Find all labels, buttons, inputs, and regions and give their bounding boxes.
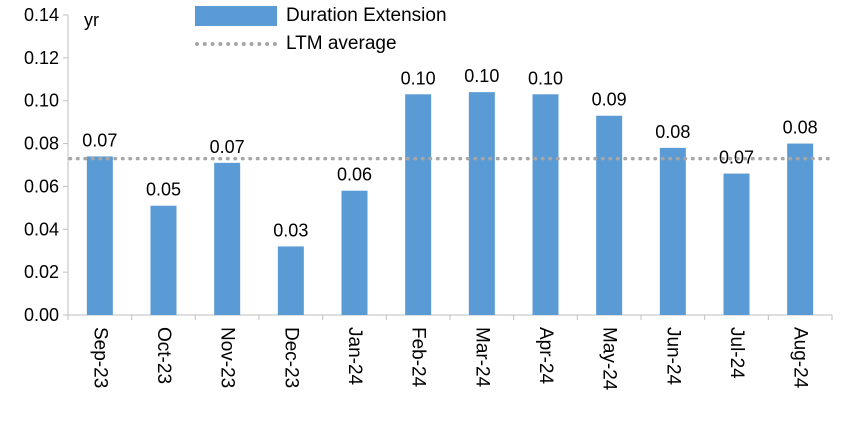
x-axis-label: Feb-24 (408, 327, 429, 388)
bar-value-label: 0.08 (783, 118, 818, 138)
bar-feb-24 (405, 94, 432, 316)
y-axis-tick-label: 0.10 (24, 91, 59, 111)
bar-aug-24 (787, 143, 814, 315)
bar-oct-23 (150, 205, 177, 315)
x-axis-label: Sep-23 (89, 327, 110, 388)
y-axis-tick-label: 0.14 (24, 5, 59, 25)
legend-label-duration-extension: Duration Extension (286, 4, 447, 26)
bar-jul-24 (723, 173, 750, 315)
bar-value-label: 0.09 (592, 90, 627, 110)
bar-jan-24 (341, 190, 368, 315)
y-axis-tick-label: 0.04 (24, 219, 59, 239)
bar-value-label: 0.10 (528, 68, 563, 88)
legend-label-ltm-average: LTM average (286, 32, 397, 54)
x-axis-label: Mar-24 (471, 327, 492, 388)
x-axis-label: Aug-24 (790, 327, 811, 389)
bar-may-24 (596, 115, 623, 315)
x-axis-label: Jun-24 (662, 327, 683, 386)
bar-value-label: 0.07 (82, 130, 117, 150)
bar-nov-23 (214, 162, 241, 315)
bar-value-label: 0.07 (210, 137, 245, 157)
legend-swatch-ltm-average (195, 41, 277, 46)
x-axis-label: Nov-23 (217, 327, 238, 388)
bar-sep-23 (86, 156, 113, 315)
chart-legend: Duration Extension LTM average (195, 5, 447, 54)
bar-value-label: 0.05 (146, 180, 181, 200)
x-axis-label: May-24 (599, 327, 620, 391)
legend-swatch-duration-extension (195, 5, 277, 26)
y-axis-tick-label: 0.02 (24, 262, 59, 282)
bar-value-label: 0.08 (655, 122, 690, 142)
x-axis-label: Apr-24 (535, 327, 556, 384)
x-axis-label: Jul-24 (726, 327, 747, 379)
bar-value-label: 0.10 (464, 66, 499, 86)
y-axis-tick-label: 0.12 (24, 48, 59, 68)
bar-value-label: 0.03 (273, 220, 308, 240)
legend-item-ltm-average: LTM average (195, 33, 447, 54)
y-axis-tick-label: 0.00 (24, 305, 59, 325)
y-axis-tick-label: 0.08 (24, 134, 59, 154)
bar-mar-24 (468, 92, 495, 316)
x-axis-label: Oct-23 (153, 327, 174, 384)
y-axis-unit-label: yr (84, 10, 99, 30)
y-axis-tick-label: 0.06 (24, 176, 59, 196)
x-axis-label: Jan-24 (344, 327, 365, 386)
bar-dec-23 (277, 246, 304, 315)
bar-value-label: 0.06 (337, 165, 372, 185)
bar-value-label: 0.10 (401, 68, 436, 88)
bar-jun-24 (659, 147, 686, 315)
bar-apr-24 (532, 94, 559, 316)
legend-item-duration-extension: Duration Extension (195, 5, 447, 26)
x-axis-label: Dec-23 (280, 327, 301, 388)
